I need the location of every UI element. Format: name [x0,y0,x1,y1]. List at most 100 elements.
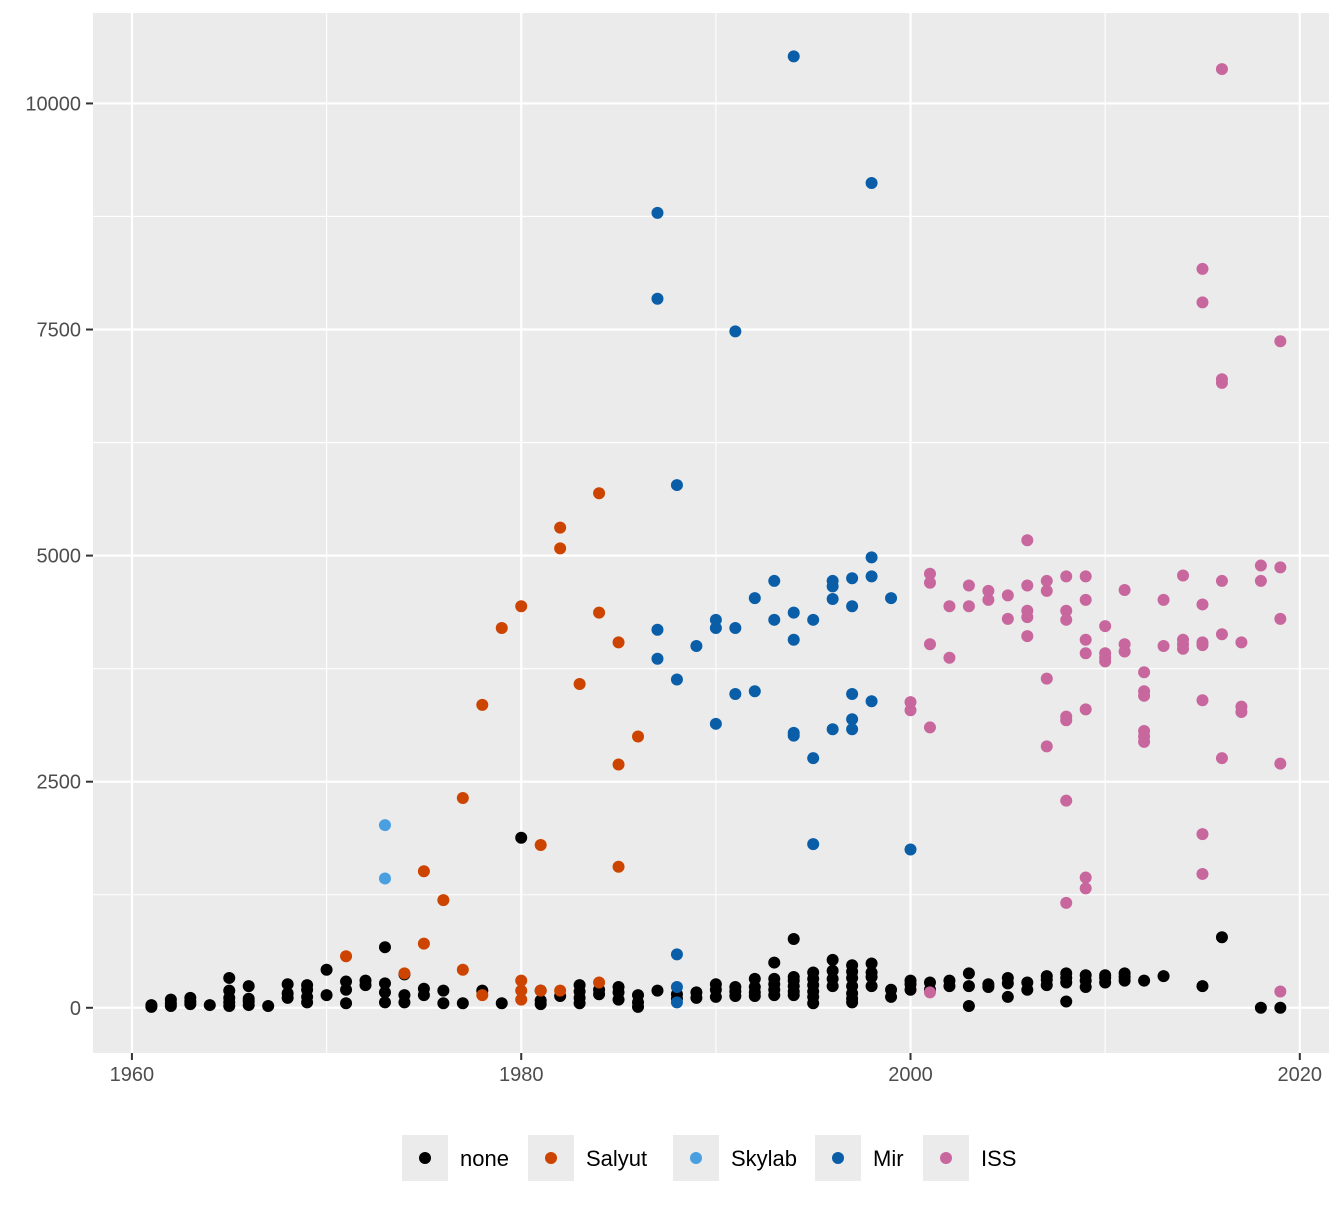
legend-label: ISS [981,1146,1016,1171]
point [1079,703,1092,716]
point [1215,373,1228,386]
point [262,999,275,1012]
point [573,678,586,691]
legend-marker [690,1152,702,1164]
point [612,758,625,771]
point [729,325,742,338]
point [1254,574,1267,587]
series-mir [651,50,917,1009]
legend-label: none [460,1146,509,1171]
point [340,975,353,988]
point [846,572,859,585]
point [320,963,333,976]
point [1079,570,1092,583]
point [729,687,742,700]
point [865,966,878,979]
point [865,695,878,708]
y-tick-label: 5000 [37,546,82,568]
point [1235,700,1248,713]
point [885,592,898,605]
x-tick-label: 2020 [1278,1064,1323,1086]
point [1274,612,1287,625]
legend-item-skylab: Skylab [673,1135,797,1181]
y-tick-label: 2500 [37,772,82,794]
point [1196,867,1209,880]
point [1021,534,1034,547]
point [1177,569,1190,582]
point [1001,612,1014,625]
point [1079,633,1092,646]
point [1060,896,1073,909]
point [417,937,430,950]
point [612,860,625,873]
point [865,551,878,564]
point [164,993,177,1006]
point [807,838,820,851]
point [437,984,450,997]
point [651,206,664,219]
point [495,997,508,1010]
point [670,980,683,993]
point [515,984,528,997]
legend-marker [419,1152,431,1164]
point [1060,604,1073,617]
point [378,872,391,885]
point [145,999,158,1012]
point [846,687,859,700]
point [846,723,859,736]
point [534,994,547,1007]
point [398,967,411,980]
point [1079,647,1092,660]
point [534,839,547,851]
point [904,843,917,856]
point [1274,1001,1287,1014]
point [1196,296,1209,309]
y-tick-label: 7500 [37,320,82,342]
point [865,570,878,583]
point [670,479,683,492]
point [1274,561,1287,574]
data-points [145,50,1287,1014]
point [846,600,859,613]
y-tick-label: 10000 [25,93,81,115]
point [846,713,859,726]
point [651,292,664,305]
point [787,726,800,739]
point [865,177,878,190]
point [378,986,391,999]
point [787,606,800,619]
x-axis: 1960 1980 2000 2020 [110,1053,1322,1086]
point [1138,666,1151,679]
point [748,685,761,698]
point [281,987,294,1000]
point [670,996,683,1009]
point [1196,262,1209,275]
point [1001,990,1014,1003]
point [1274,985,1287,998]
series-iss [904,63,1287,999]
point [1079,969,1092,982]
point [632,989,645,1002]
legend-item-iss: ISS [923,1135,1016,1181]
point [670,673,683,686]
legend-marker [545,1152,557,1164]
point [962,999,975,1012]
point [515,831,528,844]
point [1177,633,1190,646]
point [1215,931,1228,944]
point [826,723,839,736]
series-none [145,831,1287,1014]
point [476,989,489,1002]
point [943,651,956,664]
point [787,633,800,646]
point [729,621,742,634]
point [1118,638,1131,651]
point [1215,752,1228,765]
legend-marker [832,1152,844,1164]
legend-label: Salyut [586,1146,647,1171]
point [651,623,664,636]
point [301,979,314,992]
y-tick-label: 0 [70,998,81,1020]
point [1157,640,1170,653]
